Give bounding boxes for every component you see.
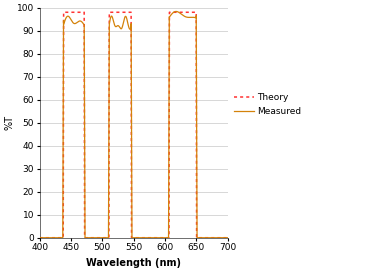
Measured bbox=[174, 10, 178, 13]
Theory bbox=[187, 11, 191, 14]
Line: Theory: Theory bbox=[40, 12, 227, 238]
Theory bbox=[225, 236, 230, 239]
Theory bbox=[105, 236, 110, 239]
Measured bbox=[37, 236, 42, 239]
X-axis label: Wavelength (nm): Wavelength (nm) bbox=[86, 258, 181, 268]
Measured bbox=[148, 236, 153, 239]
Y-axis label: %T: %T bbox=[4, 115, 14, 130]
Line: Measured: Measured bbox=[40, 11, 227, 238]
Measured bbox=[225, 236, 230, 239]
Measured bbox=[157, 236, 161, 239]
Theory bbox=[157, 236, 161, 239]
Measured bbox=[177, 11, 181, 14]
Measured bbox=[47, 236, 52, 239]
Measured bbox=[105, 236, 110, 239]
Measured bbox=[187, 16, 191, 19]
Theory bbox=[177, 11, 181, 14]
Theory bbox=[61, 11, 66, 14]
Theory bbox=[47, 236, 52, 239]
Theory bbox=[37, 236, 42, 239]
Theory bbox=[148, 236, 153, 239]
Legend: Theory, Measured: Theory, Measured bbox=[234, 93, 301, 116]
